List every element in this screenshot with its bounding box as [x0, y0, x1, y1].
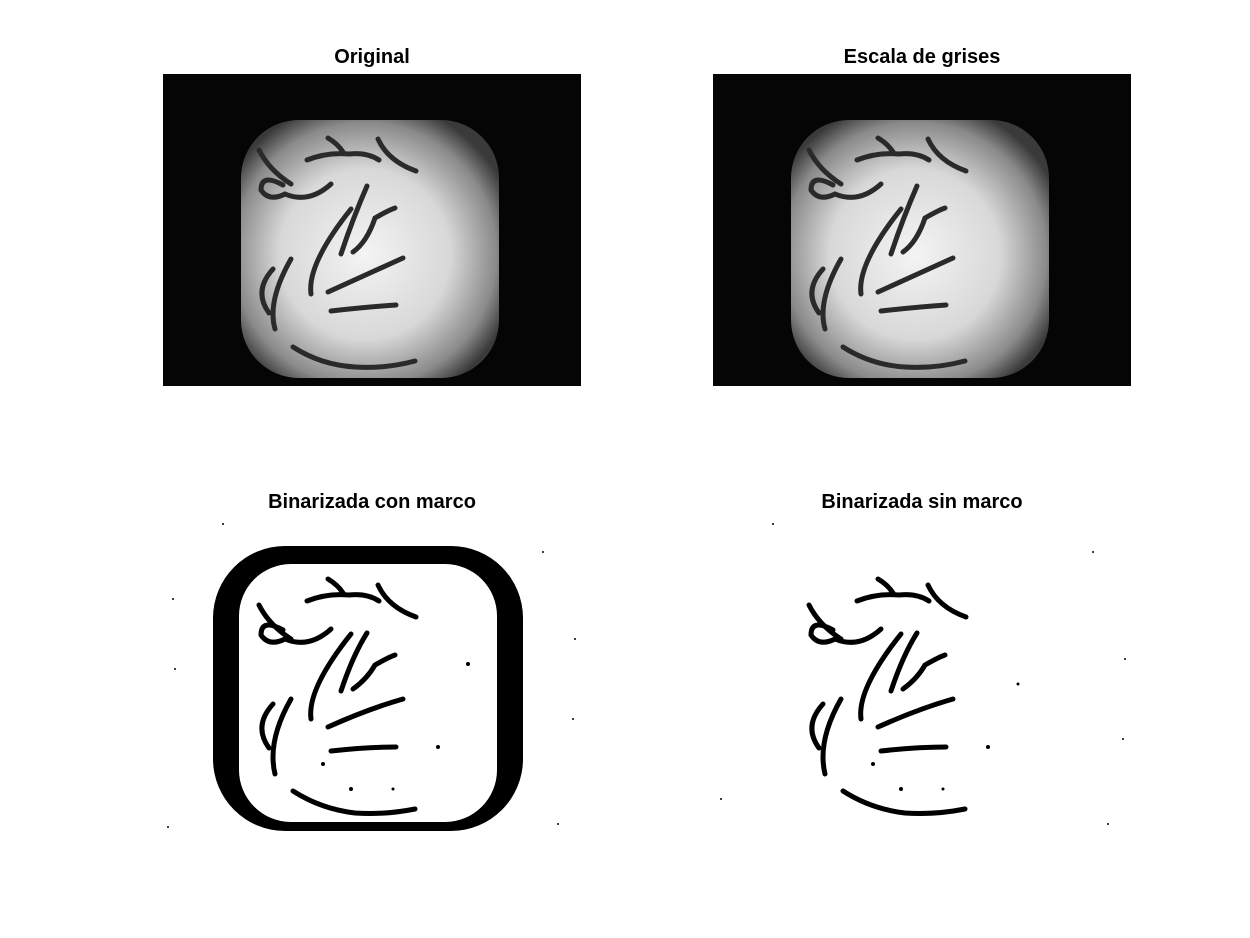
binary-without-frame-image: [713, 519, 1131, 831]
binary-with-frame-image: [163, 519, 581, 831]
panel-binary-with-frame-image: [163, 519, 581, 831]
panel-title-binary-without-frame: Binarizada sin marco: [821, 491, 1023, 513]
panel-grayscale-image: [713, 74, 1131, 386]
grayscale-image: [713, 74, 1131, 386]
panel-title-grayscale: Escala de grises: [843, 46, 1001, 68]
panel-title-original: Original: [334, 46, 410, 68]
original-image: [163, 74, 581, 386]
panel-title-binary-with-frame: Binarizada con marco: [268, 491, 476, 513]
panel-original-image: [163, 74, 581, 386]
panel-binary-without-frame-image: [713, 519, 1131, 831]
